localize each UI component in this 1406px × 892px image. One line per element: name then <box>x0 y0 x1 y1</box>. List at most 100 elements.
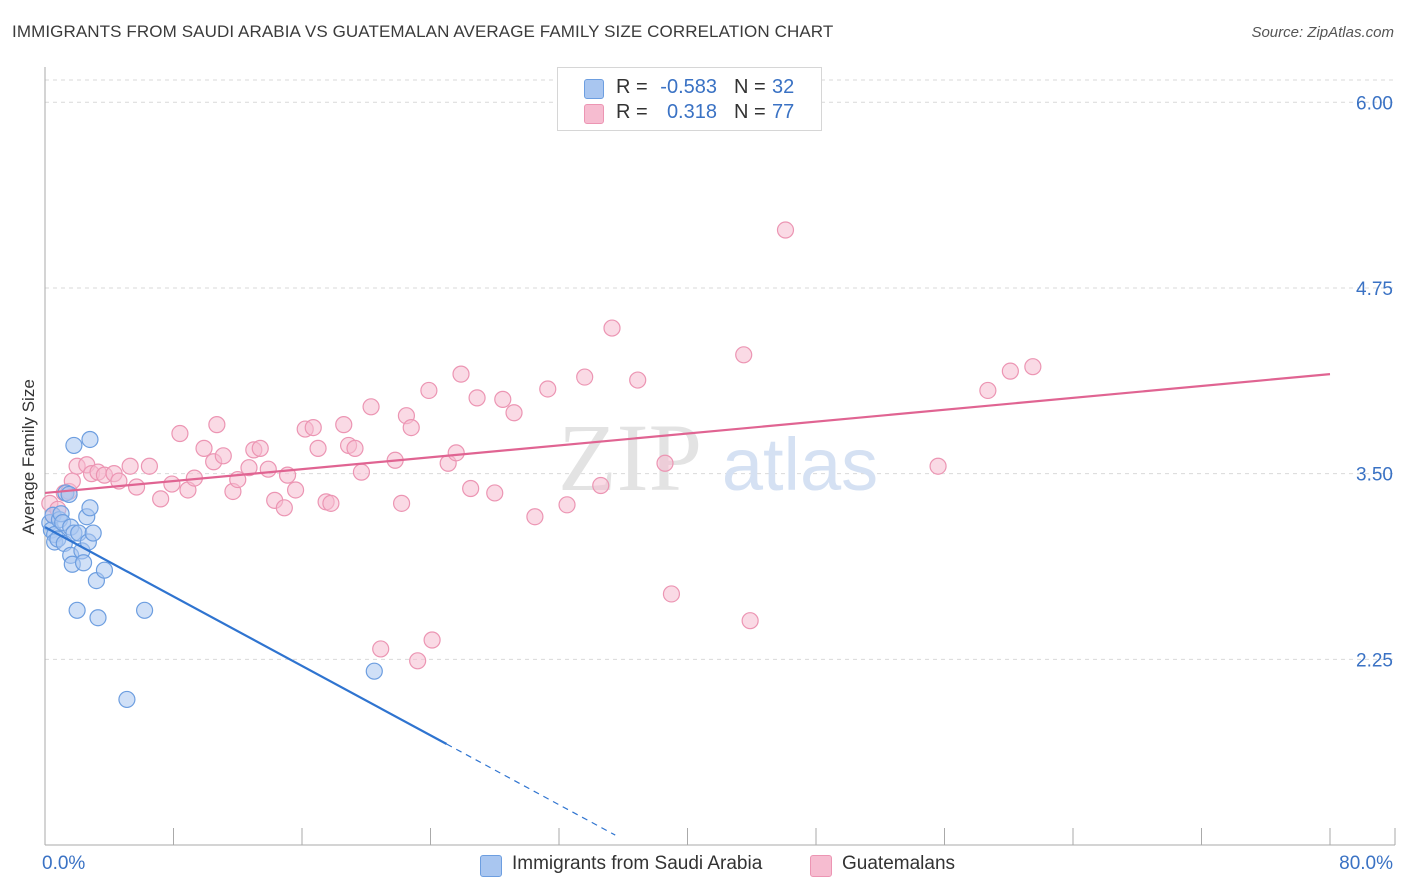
data-point <box>558 496 576 514</box>
data-point <box>776 221 795 239</box>
data-point <box>447 444 465 462</box>
y-axis-label: Average Family Size <box>19 379 38 535</box>
x-tick-label: 0.0% <box>42 853 85 874</box>
data-point <box>979 381 997 400</box>
data-point <box>121 457 139 475</box>
legend-label-guatemalans: Guatemalans <box>842 853 956 874</box>
data-point <box>462 479 480 498</box>
data-point <box>365 662 383 680</box>
data-point <box>539 380 557 398</box>
data-point <box>74 554 93 572</box>
data-point <box>81 499 99 517</box>
data-point <box>286 481 305 499</box>
data-point <box>423 631 441 649</box>
data-point <box>304 418 322 437</box>
legend-r-label: R = <box>616 101 648 123</box>
data-point <box>929 457 947 475</box>
legend-n-label: N = <box>734 101 766 123</box>
y-tick-labels: 2.25 3.50 4.75 6.00 <box>1356 93 1393 671</box>
legend-swatch-blue <box>584 79 604 99</box>
axes <box>44 67 1396 846</box>
correlation-legend: R = -0.583 N = 32 R = 0.318 N = 77 <box>557 67 822 131</box>
data-point <box>309 439 327 457</box>
data-point <box>409 652 427 670</box>
data-point <box>89 609 107 627</box>
legend-swatch-pink <box>584 104 604 124</box>
data-point <box>392 494 411 512</box>
data-point <box>135 601 154 619</box>
x-tick-labels: 0.0% 80.0% <box>42 853 1393 874</box>
data-point <box>195 439 213 457</box>
data-point <box>362 398 380 416</box>
data-point <box>629 371 647 389</box>
legend-r-value: -0.583 <box>660 76 717 98</box>
trend-line-guatemalans <box>44 373 1331 495</box>
data-point <box>275 499 293 517</box>
data-point <box>576 368 594 386</box>
data-point <box>402 418 420 437</box>
legend-n-label: N = <box>734 76 766 98</box>
data-point <box>118 690 136 709</box>
legend-label-saudi: Immigrants from Saudi Arabia <box>512 853 763 874</box>
data-point <box>741 612 759 630</box>
data-point <box>486 484 504 502</box>
chart-title: IMMIGRANTS FROM SAUDI ARABIA VS GUATEMAL… <box>12 22 834 41</box>
data-point <box>335 416 353 434</box>
data-point <box>346 439 364 457</box>
legend-swatch-guatemalans <box>810 855 832 877</box>
trend-lines <box>44 373 1331 836</box>
data-point <box>95 561 114 579</box>
trend-line-saudi <box>44 526 448 745</box>
y-tick-label: 6.00 <box>1356 93 1393 114</box>
series-saudi-arabia <box>41 430 383 709</box>
trend-line-saudi-extension <box>446 743 616 836</box>
data-point <box>214 447 232 465</box>
y-tick-label: 4.75 <box>1356 279 1393 300</box>
watermark: ZIP atlas <box>558 404 878 511</box>
y-tick-label: 2.25 <box>1356 650 1393 671</box>
grid-lines <box>45 79 1395 660</box>
watermark-atlas: atlas <box>722 423 878 506</box>
data-point <box>505 404 523 422</box>
data-point <box>735 346 753 364</box>
data-point <box>1024 358 1042 376</box>
data-point <box>84 524 102 542</box>
data-point <box>526 508 544 526</box>
x-tick-label: 80.0% <box>1339 853 1393 874</box>
legend-r-value: 0.318 <box>666 101 717 123</box>
series-legend: Immigrants from Saudi Arabia Guatemalans <box>0 852 1406 878</box>
data-point <box>468 389 486 407</box>
data-point <box>372 640 390 658</box>
data-point <box>656 454 674 472</box>
data-point <box>420 381 438 400</box>
data-point <box>171 424 189 443</box>
data-point <box>494 390 512 408</box>
y-tick-label: 3.50 <box>1356 465 1393 486</box>
data-point <box>65 436 83 455</box>
data-point <box>81 430 99 449</box>
data-point <box>163 475 181 493</box>
data-point <box>240 459 258 477</box>
legend-n-value: 77 <box>772 101 795 123</box>
watermark-zip: ZIP <box>558 404 702 511</box>
data-point <box>140 457 159 475</box>
data-point <box>259 460 277 478</box>
data-point <box>352 463 371 481</box>
data-point <box>1001 362 1019 380</box>
data-point <box>603 319 621 337</box>
legend-swatch-saudi <box>480 855 502 877</box>
data-point <box>127 478 146 496</box>
data-point <box>208 416 226 434</box>
data-point <box>592 476 610 495</box>
data-point <box>68 601 86 619</box>
legend-n-value: 32 <box>772 76 795 98</box>
source-credit: Source: ZipAtlas.com <box>1251 24 1394 41</box>
data-point <box>662 585 681 603</box>
legend-r-label: R = <box>616 76 648 98</box>
data-point <box>251 439 269 457</box>
data-point <box>322 494 340 512</box>
data-point <box>60 485 78 504</box>
data-point <box>152 490 170 508</box>
series-guatemalans <box>41 221 1042 670</box>
